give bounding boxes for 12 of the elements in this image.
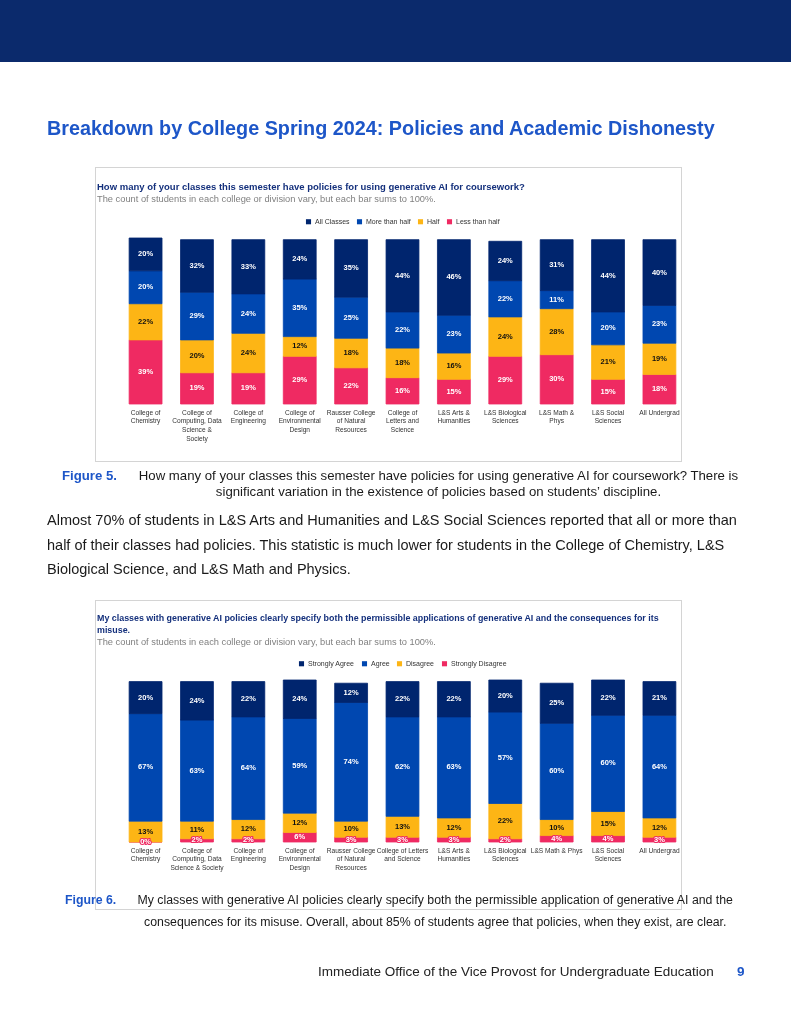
chart-title: How many of your classes this semester have policies for using generative AI for coursework?: [97, 181, 526, 193]
chart-subtitle: The count of students in each college or division vary, but each bar sums to 100%.: [97, 636, 436, 647]
chart-subtitle: The count of students in each college or division vary, but each bar sums to 100%.: [97, 193, 436, 204]
text: 9: [737, 964, 745, 980]
chart-title: My classes with generative AI policies clearly specify both the permissible applications of generative AI and the consequences for its misuse.: [97, 613, 659, 635]
text: Immediate Office of the Vice Provost for Undergraduate Education: [318, 964, 714, 980]
caption: Figure 6.: [65, 892, 117, 909]
text: Almost 70% of students in L&S Arts and Humanities and L&S Social Sciences reported that all or more than half of their classes had policies. This statistic is much lower for students in the College of Chemistry, L&S Biological Science, and L&S Math and Physics.: [47, 511, 737, 579]
caption: Figure 5.: [62, 468, 117, 484]
text: My classes with generative AI policies clearly specify both the permissible application of generative AI and the consequences for its misuse. Overall, about 85% of students agree that policies, when they exist, are clear.: [136, 892, 734, 931]
text: Breakdown by College Spring 2024: Policies and Academic Dishonesty: [47, 117, 715, 140]
text: How many of your classes this semester have policies for using generative AI for coursework? There is significant variation in the existence of policies based on students’ discipline.: [137, 468, 740, 500]
